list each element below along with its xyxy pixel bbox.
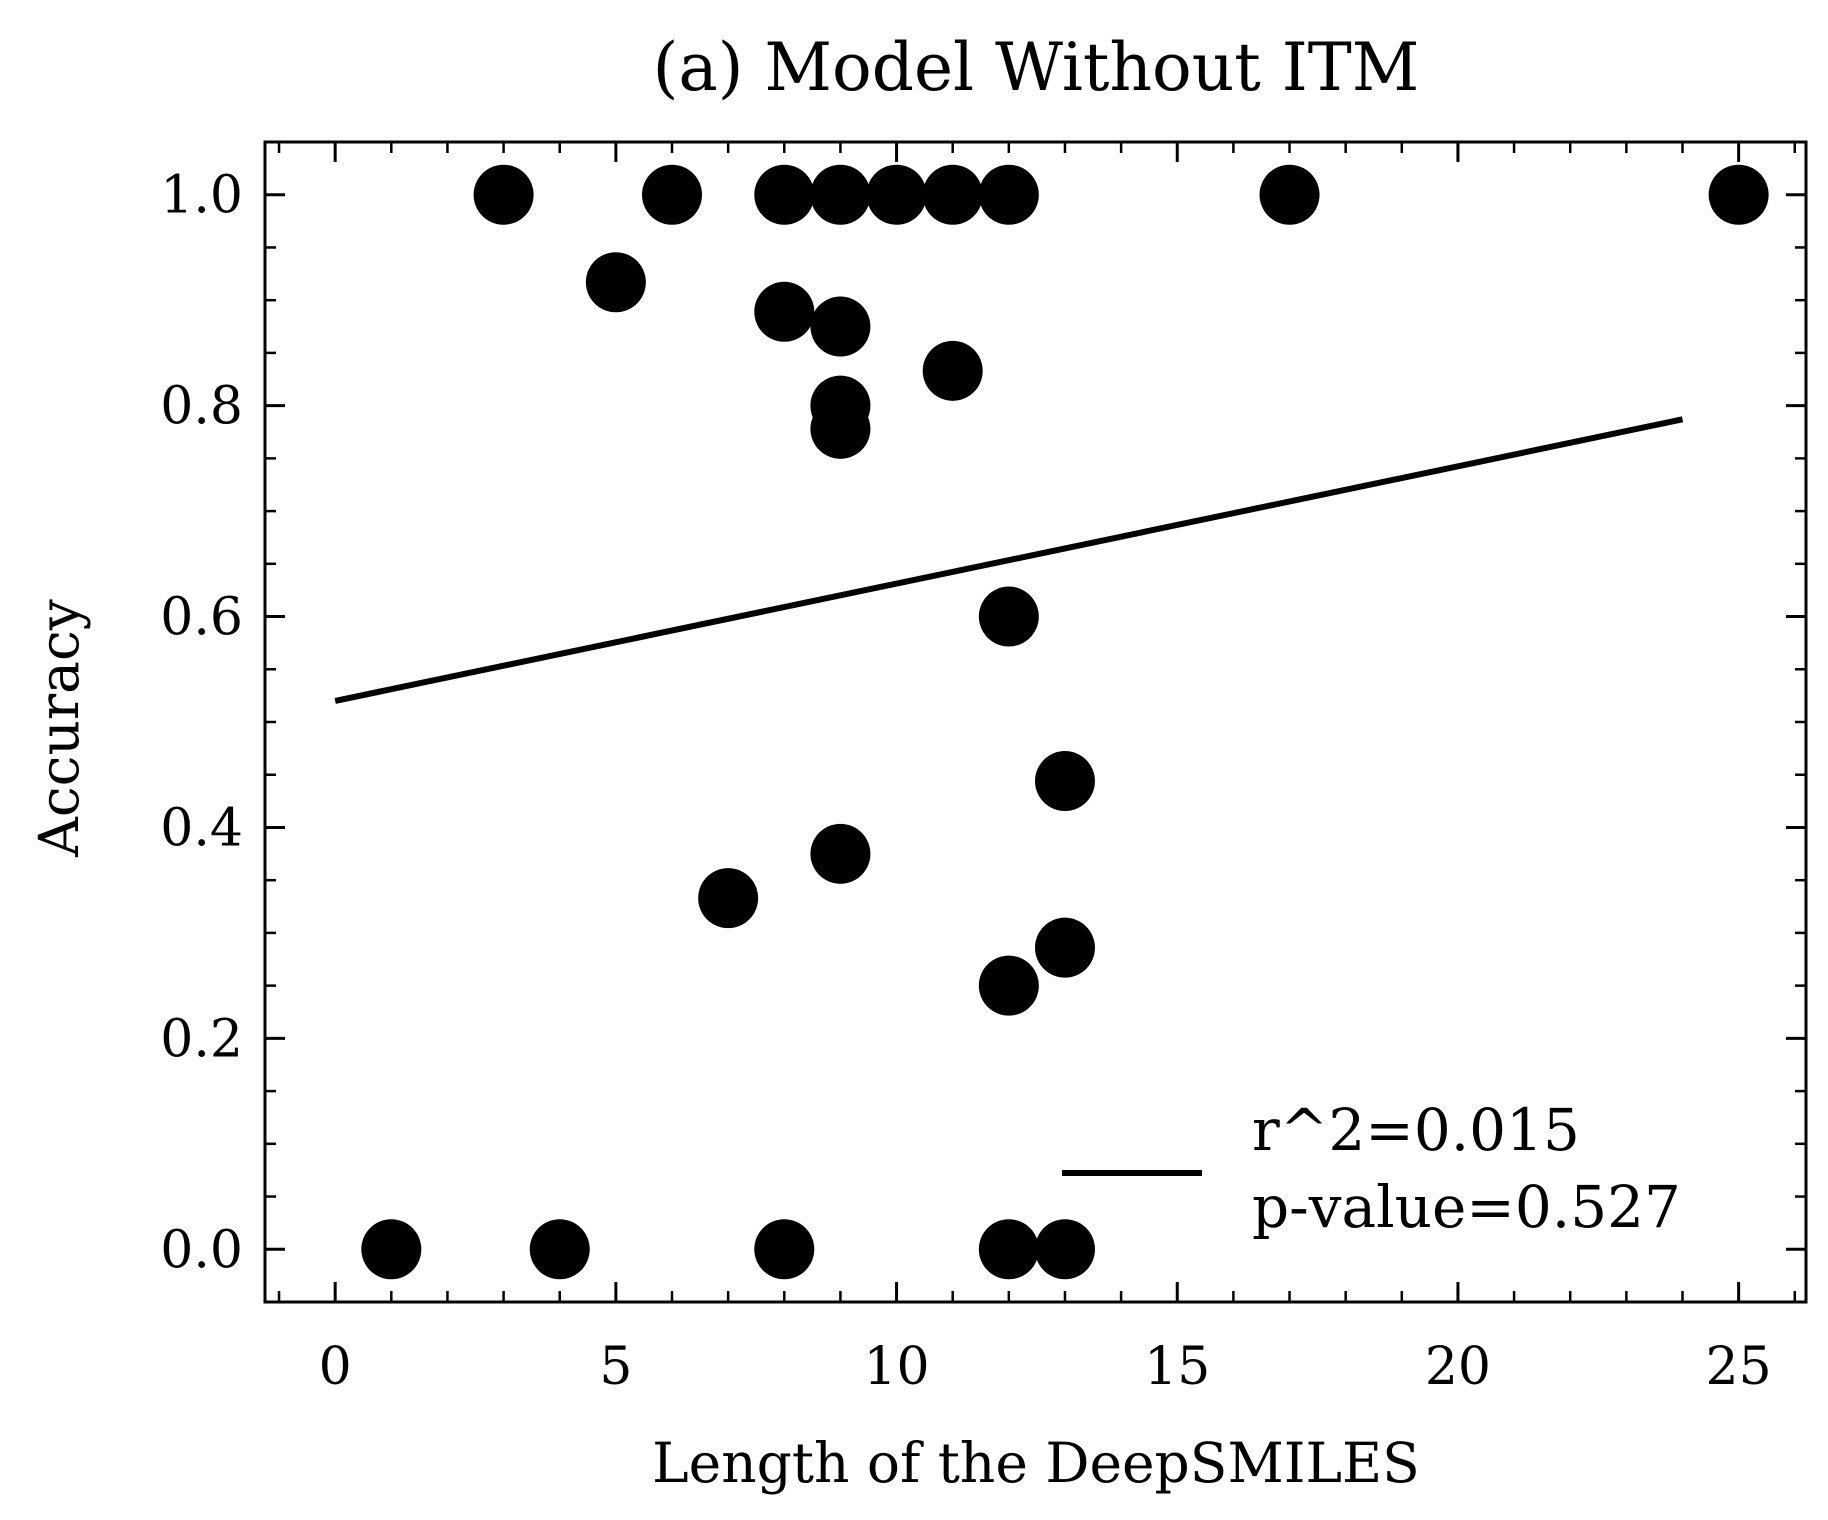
legend-pvalue-text: p-value=0.527 xyxy=(1252,1173,1681,1241)
data-point xyxy=(698,868,759,929)
x-tick-label: 25 xyxy=(1706,1337,1772,1397)
data-point xyxy=(473,164,534,225)
y-axis-label: Accuracy xyxy=(27,599,91,858)
data-point xyxy=(754,164,815,225)
data-point xyxy=(754,1219,815,1280)
regression-line xyxy=(334,416,1684,704)
y-tick-label: 1.0 xyxy=(160,166,243,226)
data-point xyxy=(922,164,983,225)
data-point xyxy=(1708,164,1769,225)
data-point xyxy=(754,281,815,342)
data-point xyxy=(1034,917,1095,978)
legend: r^2=0.015 p-value=0.527 xyxy=(1062,1096,1681,1241)
chart-title: (a) Model Without ITM xyxy=(653,29,1420,106)
data-point xyxy=(922,340,983,401)
y-tick-label: 0.6 xyxy=(160,588,243,648)
plot-frame xyxy=(263,140,1808,1304)
data-point xyxy=(810,823,871,884)
x-tick-label: 0 xyxy=(319,1337,352,1397)
data-point xyxy=(810,296,871,357)
y-tick-label: 0.8 xyxy=(160,377,243,437)
x-tick-label: 10 xyxy=(863,1337,929,1397)
data-point xyxy=(866,164,927,225)
x-tick-label: 15 xyxy=(1144,1337,1210,1397)
data-point xyxy=(1259,164,1320,225)
x-axis-label: Length of the DeepSMILES xyxy=(652,1431,1420,1495)
data-point xyxy=(1034,751,1095,812)
data-point xyxy=(978,955,1039,1016)
x-tick-label: 20 xyxy=(1425,1337,1491,1397)
data-point xyxy=(810,398,871,459)
data-point xyxy=(361,1219,422,1280)
data-point xyxy=(810,164,871,225)
data-point xyxy=(585,252,646,313)
y-tick-label: 0.4 xyxy=(160,798,243,858)
x-tick-label: 5 xyxy=(599,1337,632,1397)
data-point xyxy=(978,164,1039,225)
data-point xyxy=(978,1219,1039,1280)
y-tick-label: 0.0 xyxy=(160,1220,243,1280)
data-point xyxy=(978,586,1039,647)
data-point xyxy=(529,1219,590,1280)
data-point xyxy=(642,164,703,225)
data-point xyxy=(1034,1219,1095,1280)
legend-r2-text: r^2=0.015 xyxy=(1252,1096,1580,1164)
y-tick-label: 0.2 xyxy=(160,1009,243,1069)
